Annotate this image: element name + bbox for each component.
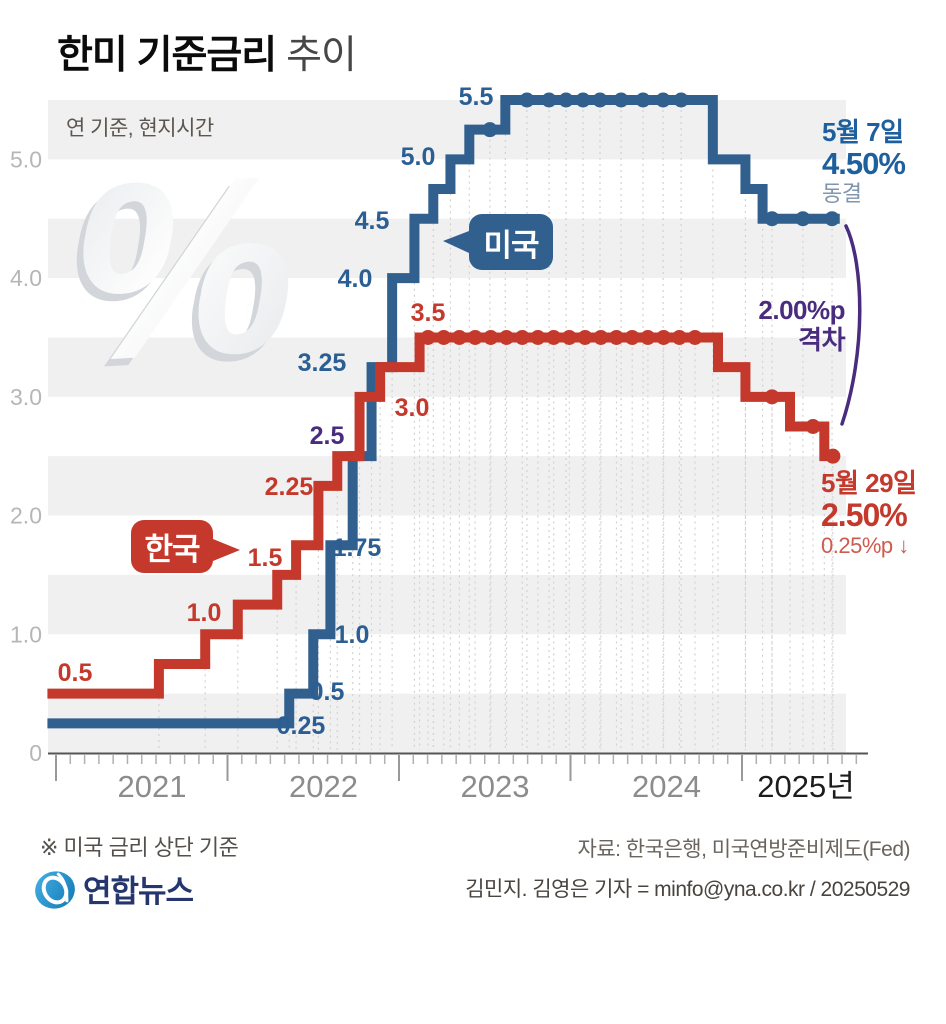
kr-hold-dot bbox=[624, 329, 640, 345]
kr-hold-dot bbox=[656, 329, 672, 345]
kr-value-label: 2.25 bbox=[265, 473, 314, 501]
us-value-label: 5.5 bbox=[459, 83, 494, 111]
title-main: 한미 기준금리 bbox=[57, 34, 277, 77]
us-value-label: 1.75 bbox=[333, 534, 382, 562]
x-year-label: 2025년 bbox=[757, 769, 854, 804]
gap-label: 격차 bbox=[798, 325, 845, 355]
us-value-label: 4.0 bbox=[338, 265, 373, 293]
korea-latest-rate: 2.50% bbox=[821, 497, 908, 533]
us-hold-dot bbox=[592, 92, 608, 108]
us-hold-dot bbox=[635, 92, 651, 108]
us-hold-dot bbox=[613, 92, 629, 108]
kr-hold-dot bbox=[530, 329, 546, 345]
us-hold-dot bbox=[764, 211, 780, 227]
kr-hold-dot bbox=[499, 329, 515, 345]
kr-value-label: 1.0 bbox=[187, 599, 222, 627]
us-value-label: 4.5 bbox=[355, 207, 390, 235]
us-hold-dot bbox=[795, 211, 811, 227]
us-hold-dot bbox=[519, 92, 535, 108]
korea-latest-annotation: 5월 29일 2.50% 0.25%p ↓ bbox=[821, 468, 917, 558]
us-value-label: 3.25 bbox=[298, 349, 347, 377]
y-tick-label: 5.0 bbox=[10, 146, 42, 172]
kr-value-label: 0.5 bbox=[58, 659, 93, 687]
page-title: 한미 기준금리 추이 bbox=[57, 24, 357, 80]
us-value-label: 0.25 bbox=[277, 712, 326, 740]
yonhap-logo-globe bbox=[35, 871, 75, 909]
us-hold-dot bbox=[824, 211, 840, 227]
kr-hold-dot bbox=[483, 329, 499, 345]
kr-hold-dot bbox=[640, 329, 656, 345]
title-sub: 추이 bbox=[286, 34, 357, 77]
korea-series-label: 한국 bbox=[144, 532, 200, 567]
y-tick-label: 3.0 bbox=[10, 384, 42, 410]
korea-latest-date: 5월 29일 bbox=[821, 468, 917, 498]
percent-watermark-shadow: % bbox=[57, 130, 295, 422]
us-value-label: 5.0 bbox=[401, 143, 436, 171]
kr-value-label: 3.5 bbox=[411, 299, 446, 327]
kr-rate-line bbox=[47, 332, 837, 699]
x-year-label: 2022 bbox=[289, 769, 358, 804]
kr-hold-dot bbox=[436, 329, 452, 345]
percent-watermark: %% bbox=[57, 122, 302, 422]
x-year-label: 2023 bbox=[461, 769, 530, 804]
us-latest-annotation: 5월 7일 4.50% 동결 bbox=[822, 117, 906, 207]
footnote: ※ 미국 금리 상단 기준 bbox=[40, 835, 239, 860]
kr-hold-dot bbox=[825, 448, 841, 464]
gap-value: 2.00%p bbox=[758, 295, 845, 325]
yonhap-logo-text: 연합뉴스 bbox=[83, 874, 194, 909]
kr-hold-dot bbox=[514, 329, 530, 345]
source-credit: 자료: 한국은행, 미국연방준비제도(Fed) bbox=[577, 838, 911, 861]
kr-hold-dot bbox=[764, 389, 780, 405]
us-series-label: 미국 bbox=[483, 227, 539, 263]
kr-hold-dot bbox=[546, 329, 562, 345]
kr-value-label: 3.0 bbox=[395, 394, 430, 422]
y-tick-label: 1.0 bbox=[10, 621, 42, 647]
us-hold-dot bbox=[655, 92, 671, 108]
y-tick-label: 2.0 bbox=[10, 503, 42, 529]
chart-subtitle: 연 기준, 현지시간 bbox=[66, 117, 214, 140]
grid-band bbox=[48, 574, 846, 635]
us-latest-date: 5월 7일 bbox=[822, 117, 904, 147]
us-latest-rate: 4.50% bbox=[822, 146, 906, 181]
us-series-callout: 미국 bbox=[443, 214, 553, 270]
kr-value-label: 1.5 bbox=[248, 544, 283, 572]
kr-hold-dot bbox=[593, 329, 609, 345]
gap-annotation: 2.00%p 격차 bbox=[739, 295, 845, 355]
us-latest-status: 동결 bbox=[822, 181, 862, 206]
gap-value-label: 2.5 bbox=[310, 422, 345, 450]
y-tick-label: 0 bbox=[29, 740, 42, 766]
us-rate-line bbox=[47, 94, 840, 729]
byline: 김민지. 김영은 기자 = minfo@yna.co.kr / 20250529 bbox=[465, 878, 910, 901]
us-hold-dot bbox=[558, 92, 574, 108]
us-value-label: 1.0 bbox=[335, 621, 370, 649]
korea-latest-change: 0.25%p ↓ bbox=[821, 533, 909, 558]
us-hold-dot bbox=[482, 122, 498, 138]
korea-series-callout: 한국 bbox=[131, 520, 240, 573]
yonhap-logo: 연합뉴스 bbox=[35, 871, 195, 909]
kr-hold-dot bbox=[608, 329, 624, 345]
y-tick-label: 4.0 bbox=[10, 265, 42, 291]
kr-hold-dot bbox=[561, 329, 577, 345]
kr-hold-dot bbox=[451, 329, 467, 345]
kr-hold-dot bbox=[805, 418, 821, 434]
kr-hold-dot bbox=[687, 329, 703, 345]
kr-hold-dot bbox=[420, 329, 436, 345]
us-hold-dot bbox=[575, 92, 591, 108]
kr-hold-dot bbox=[577, 329, 593, 345]
kr-hold-dot bbox=[467, 329, 483, 345]
percent-watermark-glyph: % bbox=[63, 122, 301, 414]
x-year-label: 2024 bbox=[632, 769, 701, 804]
us-value-label: 0.5 bbox=[310, 678, 345, 706]
grid-band bbox=[48, 456, 846, 516]
gap-arc bbox=[840, 224, 862, 426]
x-year-label: 2021 bbox=[118, 769, 187, 804]
us-hold-dot bbox=[673, 92, 689, 108]
kr-hold-dot bbox=[671, 329, 687, 345]
us-hold-dot bbox=[541, 92, 557, 108]
